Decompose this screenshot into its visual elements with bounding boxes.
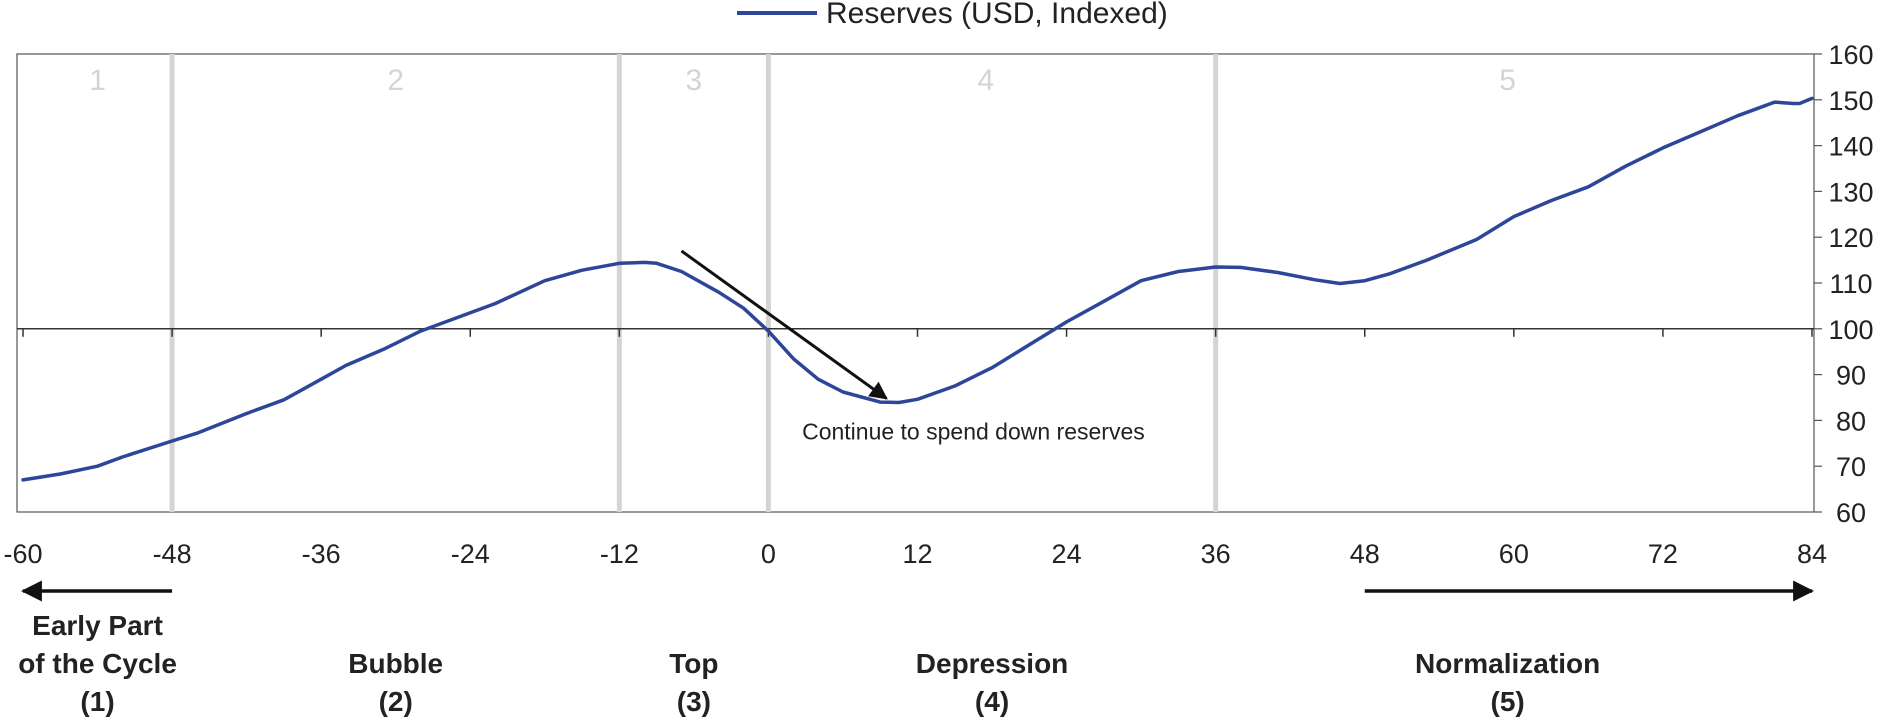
phase-names: Early Part of the Cycle (1) Bubble (2) Top (3)… xyxy=(18,610,1600,717)
series-layer xyxy=(21,96,1814,482)
y-tick-label: 100 xyxy=(1828,315,1873,345)
phase-name-label: (5) xyxy=(1491,686,1525,717)
phase-name-label: Bubble xyxy=(348,648,443,679)
phase-number: 4 xyxy=(977,64,994,97)
phase-name-label: Early Part xyxy=(32,610,163,641)
series-line xyxy=(21,96,1814,482)
annotation-arrow xyxy=(680,249,888,400)
phase-dividers xyxy=(169,54,1219,512)
x-tick-label: -24 xyxy=(451,539,490,569)
y-tick-label: 60 xyxy=(1836,498,1866,528)
x-tick-label: -36 xyxy=(302,539,341,569)
x-tick-label: 24 xyxy=(1052,539,1082,569)
phase-name-label: Depression xyxy=(916,648,1069,679)
y-tick-label: 110 xyxy=(1829,269,1872,299)
phase-number: 3 xyxy=(686,64,703,97)
y-tick-label: 120 xyxy=(1828,223,1873,253)
y-tick-label: 90 xyxy=(1836,361,1866,391)
phase-number: 2 xyxy=(387,64,404,97)
y-tick-label: 160 xyxy=(1828,40,1873,70)
phase-name-label: (1) xyxy=(80,686,114,717)
legend: Reserves (USD, Indexed) xyxy=(737,0,1168,30)
phase-name-label: (4) xyxy=(975,686,1009,717)
phase-name-label: of the Cycle xyxy=(18,648,177,679)
baseline-axis xyxy=(17,328,1814,337)
phase-number: 5 xyxy=(1499,64,1516,97)
y-tick-label: 70 xyxy=(1836,452,1866,482)
x-tick-label: 84 xyxy=(1797,539,1827,569)
y-tick-label: 130 xyxy=(1828,177,1873,207)
x-tick-label: -12 xyxy=(600,539,639,569)
phase-name-label: (3) xyxy=(677,686,711,717)
x-tick-label: 36 xyxy=(1201,539,1231,569)
x-tick-label: -48 xyxy=(153,539,192,569)
x-tick-label: 72 xyxy=(1648,539,1678,569)
phase-number: 1 xyxy=(89,64,106,97)
y-tick-label: 80 xyxy=(1836,406,1866,436)
phase-name-label: Normalization xyxy=(1415,648,1600,679)
x-tick-label: 60 xyxy=(1499,539,1529,569)
x-tick-label: -60 xyxy=(3,539,42,569)
annotation-layer: Continue to spend down reserves xyxy=(680,249,1145,445)
y-axis: 60 70 80 90 100 110 120 130 140 150 160 xyxy=(1814,40,1874,528)
phase-name-label: Top xyxy=(669,648,718,679)
phase-numbers: 1 2 3 4 5 xyxy=(89,64,1516,97)
y-tick-label: 150 xyxy=(1828,86,1873,116)
annotation-text: Continue to spend down reserves xyxy=(802,419,1145,445)
x-tick-label: 48 xyxy=(1350,539,1380,569)
x-axis: -60 -48 -36 -24 -12 0 12 24 36 48 60 72 84 xyxy=(3,539,1827,569)
x-tick-label: 12 xyxy=(902,539,932,569)
legend-label: Reserves (USD, Indexed) xyxy=(826,0,1168,30)
phase-name-label: (2) xyxy=(379,686,413,717)
x-tick-label: 0 xyxy=(761,539,776,569)
y-tick-label: 140 xyxy=(1828,132,1873,162)
